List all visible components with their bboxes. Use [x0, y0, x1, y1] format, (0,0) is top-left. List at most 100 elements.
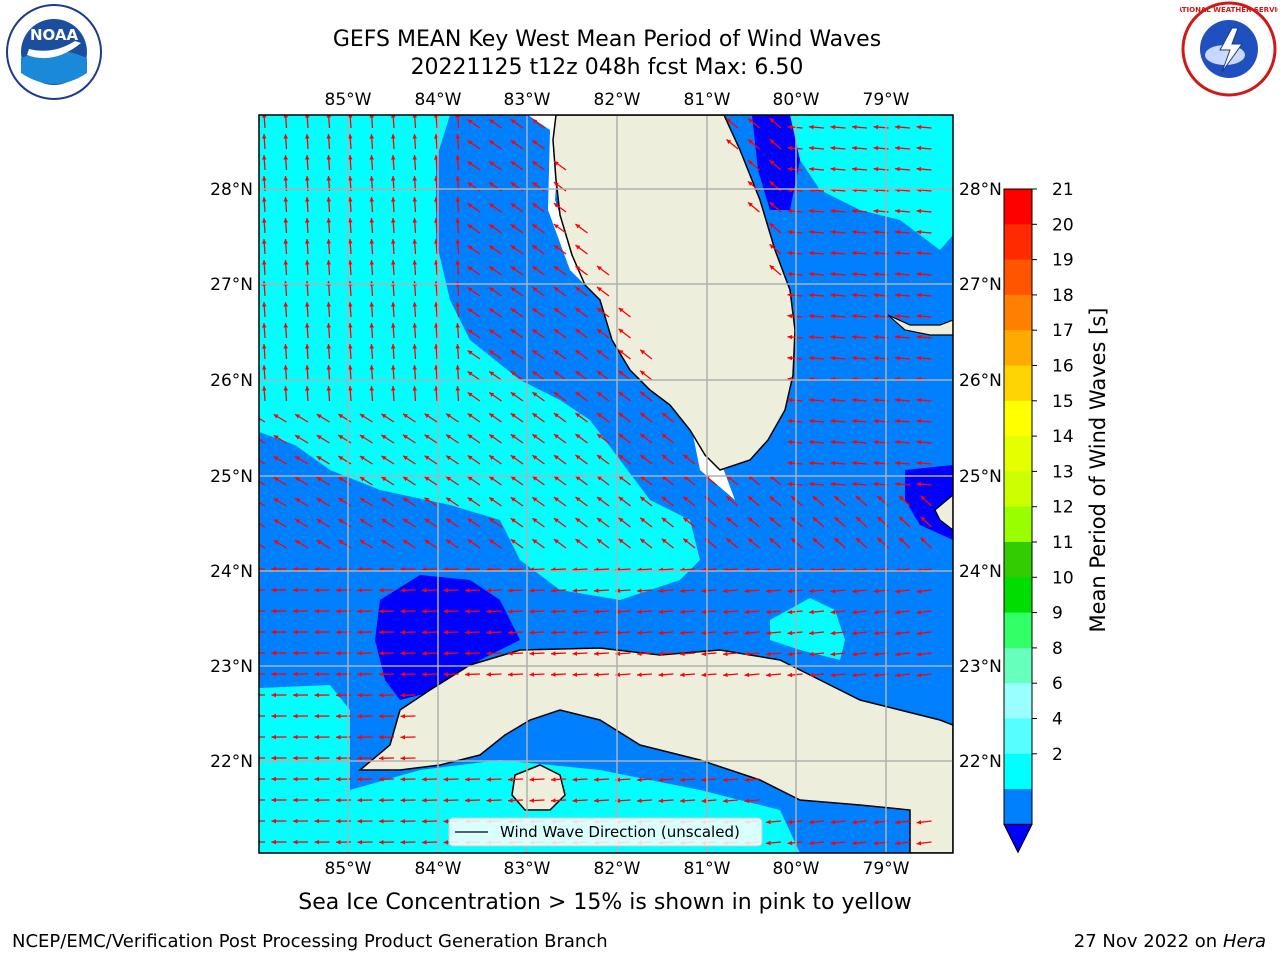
- lat-label: 22°N: [959, 752, 1002, 772]
- wave-direction-arrowhead: [381, 434, 387, 440]
- wave-direction-arrowhead: [271, 692, 276, 698]
- wave-direction-arrowhead: [787, 124, 793, 130]
- wave-direction-arrowhead: [489, 161, 495, 166]
- wave-direction-arrowhead: [529, 630, 535, 635]
- wave-direction-arrowhead: [661, 475, 667, 481]
- wave-direction-arrowhead: [369, 260, 375, 265]
- wave-direction-arrowhead: [379, 650, 384, 656]
- wave-direction-arrowhead: [680, 672, 685, 678]
- wave-direction-arrowhead: [553, 434, 559, 439]
- wave-direction-arrowhead: [895, 418, 900, 424]
- wave-direction-arrowhead: [852, 439, 857, 445]
- wave-direction-arrowhead: [916, 630, 922, 636]
- wave-direction-arrowhead: [916, 145, 922, 151]
- wave-direction-arrowhead: [637, 588, 642, 593]
- wave-direction-arrowhead: [830, 250, 836, 256]
- wave-direction-arrowhead: [661, 517, 667, 523]
- wave-direction-arrowhead: [551, 588, 556, 593]
- wave-direction-arrowhead: [748, 517, 753, 522]
- wave-direction-arrowhead: [744, 609, 750, 615]
- wave-direction-arrowhead: [529, 609, 535, 614]
- wave-direction-arrowhead: [510, 203, 516, 208]
- wave-direction-arrowhead: [594, 672, 599, 677]
- wave-direction-arrowhead: [381, 518, 387, 524]
- wave-direction-arrowhead: [787, 819, 793, 825]
- wave-direction-arrowhead: [400, 735, 406, 740]
- wave-direction-arrowhead: [618, 496, 624, 502]
- wave-direction-arrowhead: [252, 414, 257, 418]
- wave-direction-arrowhead: [357, 587, 363, 593]
- wave-direction-arrowhead: [920, 495, 926, 501]
- wave-direction-arrowhead: [412, 323, 418, 328]
- wave-direction-arrowhead: [553, 455, 559, 460]
- wave-direction-arrowhead: [510, 266, 516, 271]
- wave-direction-arrowhead: [402, 455, 408, 461]
- wave-direction-arrowhead: [446, 476, 452, 481]
- wave-direction-arrowhead: [809, 439, 814, 445]
- lon-label: 82°W: [594, 90, 641, 110]
- lat-label: 28°N: [210, 180, 253, 200]
- wave-direction-arrowhead: [510, 518, 516, 523]
- wave-direction-arrowhead: [830, 819, 836, 825]
- wave-direction-arrowhead: [336, 713, 341, 719]
- wave-direction-arrowhead: [748, 538, 753, 543]
- wave-direction-arrowhead: [400, 819, 406, 824]
- wave-direction-arrowhead: [357, 671, 363, 677]
- colorbar-bin: [1004, 789, 1032, 825]
- wave-direction-arrowhead: [916, 208, 922, 214]
- wave-direction-arrowhead: [455, 365, 461, 370]
- wave-direction-arrowhead: [357, 734, 363, 740]
- wave-direction-arrowhead: [615, 672, 621, 677]
- colorbar-bin: [1004, 224, 1032, 261]
- lat-label: 28°N: [959, 180, 1002, 200]
- wave-direction-arrowhead: [809, 819, 814, 825]
- wave-direction-arrowhead: [424, 455, 430, 461]
- wave-direction-arrowhead: [412, 197, 418, 202]
- wave-direction-arrowhead: [446, 497, 452, 502]
- wave-direction-arrowhead: [701, 609, 707, 615]
- wave-direction-arrowhead: [852, 124, 857, 130]
- wave-direction-arrow: [259, 438, 266, 444]
- footer-date: 27 Nov 2022 on Hera: [1073, 931, 1266, 952]
- wave-direction-arrowhead: [852, 588, 857, 594]
- wave-direction-arrowhead: [916, 819, 922, 825]
- wave-direction-arrowhead: [877, 537, 883, 543]
- wave-direction-arrowhead: [594, 588, 599, 593]
- wave-direction-arrowhead: [314, 608, 319, 614]
- wave-direction-arrowhead: [338, 498, 344, 503]
- wave-direction-arrowhead: [532, 455, 538, 460]
- wave-direction-arrowhead: [830, 460, 836, 466]
- colorbar-bin: [1004, 189, 1032, 225]
- wave-direction-arrowhead: [381, 413, 387, 419]
- wave-direction-arrowhead: [834, 538, 840, 543]
- wave-direction-arrowhead: [326, 344, 332, 349]
- wave-direction-arrowhead: [852, 292, 857, 298]
- wave-direction-arrowhead: [916, 672, 922, 678]
- wave-direction-arrowhead: [726, 496, 732, 502]
- wave-direction-arrowhead: [348, 323, 353, 328]
- wave-direction-arrowhead: [424, 518, 430, 524]
- wave-direction-arrowhead: [314, 587, 319, 593]
- wave-direction-arrowhead: [510, 329, 516, 334]
- wave-direction-arrowhead: [701, 777, 707, 783]
- wave-direction-arrowhead: [618, 370, 624, 376]
- wave-direction-arrowhead: [683, 454, 689, 460]
- colorbar-tick-label: 20: [1052, 215, 1074, 235]
- wave-direction-arrowhead: [326, 323, 332, 328]
- wave-direction-arrowhead: [443, 777, 449, 782]
- wave-direction-arrowhead: [640, 496, 646, 502]
- wave-direction-arrowhead: [787, 145, 793, 151]
- wave-direction-arrowhead: [766, 588, 771, 594]
- wave-direction-arrowhead: [809, 840, 814, 846]
- wave-direction-arrowhead: [443, 819, 449, 824]
- wave-direction-arrowhead: [379, 818, 384, 824]
- wave-direction-arrowhead: [618, 454, 624, 460]
- wave-direction-arrowhead: [680, 777, 685, 783]
- wave-direction-arrowhead: [830, 609, 836, 615]
- ocean-dark-blue-yucatan: [375, 575, 520, 700]
- wave-direction-arrowhead: [597, 496, 602, 502]
- nws-logo: NATIONAL WEATHER SERVICE: [1180, 1, 1278, 97]
- wave-direction-arrowhead: [314, 692, 319, 698]
- lon-label: 80°W: [773, 859, 820, 879]
- wave-direction-arrowhead: [787, 481, 793, 487]
